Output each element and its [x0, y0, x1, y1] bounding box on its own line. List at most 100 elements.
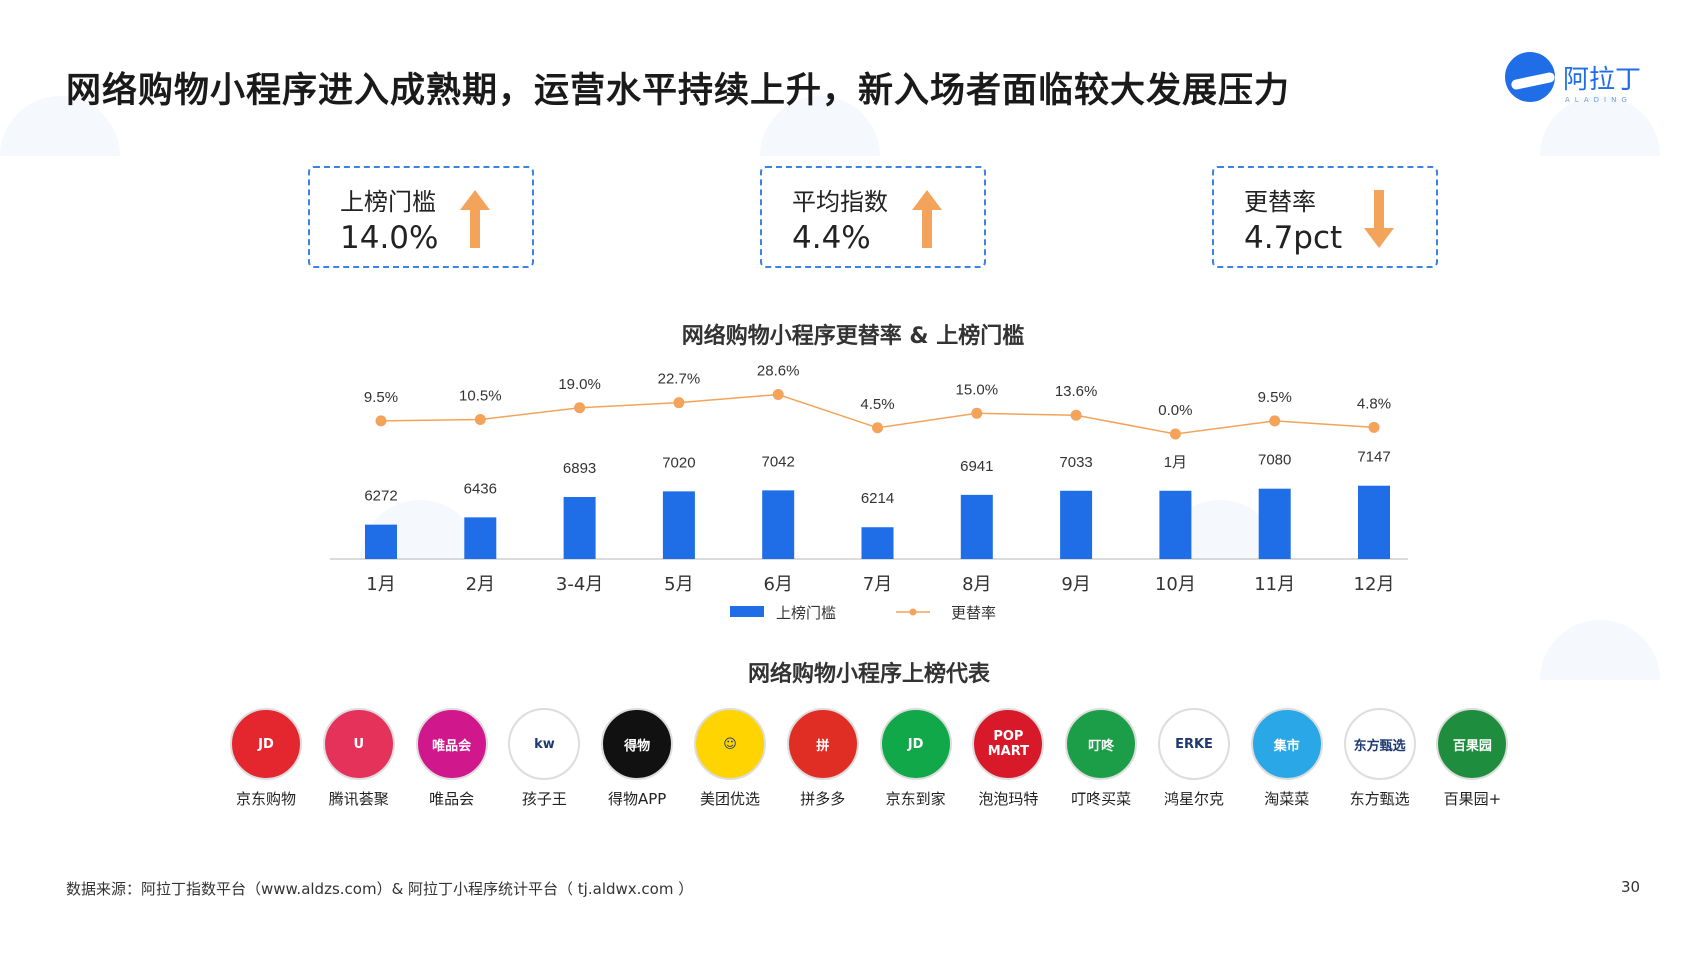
bar: [1358, 485, 1390, 559]
kpi-value: 4.7pct: [1244, 220, 1343, 256]
kpi-label: 更替率: [1244, 188, 1316, 216]
rep-name: 唯品会: [429, 790, 475, 808]
taocaicai-icon: 集市: [1250, 708, 1323, 780]
rep-item: kw 孩子王: [498, 708, 590, 809]
x-tick-label: 10月: [1155, 574, 1196, 595]
bar-value-label: 1月: [1164, 454, 1187, 471]
bar: [762, 490, 795, 559]
rep-name: 拼多多: [800, 790, 846, 808]
x-tick-label: 3-4月: [556, 574, 603, 595]
logo-subtext: ALADING: [1565, 96, 1632, 104]
legend-line-marker: [909, 608, 917, 616]
bar: [464, 517, 497, 559]
bar-value-label: 6436: [464, 480, 497, 497]
x-tick-label: 8月: [962, 574, 991, 595]
data-source: 数据来源：阿拉丁指数平台（www.aldzs.com）& 阿拉丁小程序统计平台（…: [66, 880, 694, 898]
bar-value-label: 6941: [960, 458, 993, 475]
bar: [960, 494, 993, 559]
bar: [1060, 490, 1093, 559]
rep-name: 叮咚买菜: [1071, 790, 1132, 808]
bar: [662, 491, 695, 559]
rep-name: 腾讯荟聚: [328, 790, 389, 808]
line-value-label: 19.0%: [558, 376, 601, 393]
bar-value-label: 7147: [1357, 449, 1390, 466]
x-tick-label: 9月: [1061, 574, 1090, 595]
arrow-up-icon: [912, 190, 942, 248]
line-value-label: 15.0%: [956, 381, 999, 398]
page-title: 网络购物小程序进入成熟期，运营水平持续上升，新入场者面临较大发展压力: [66, 71, 1291, 111]
logo-text: 阿拉丁: [1563, 64, 1642, 95]
bar: [365, 524, 397, 559]
arrow-up-icon: [460, 190, 490, 248]
rep-item: 百果园 百果园+: [1426, 708, 1518, 809]
popmart-icon: POP MART: [972, 708, 1045, 780]
dongfang-zhenxuan-icon: 东方甄选: [1343, 708, 1416, 780]
rep-item: 拼拼多多: [777, 708, 869, 809]
line-value-label: 13.6%: [1055, 383, 1098, 400]
rep-name: 孩子王: [521, 790, 567, 808]
bar: [1258, 488, 1291, 559]
line-value-label: 28.6%: [757, 363, 800, 380]
rep-name: 淘菜菜: [1264, 790, 1310, 808]
aladdin-logo-icon: [1505, 52, 1555, 102]
jd-dog-icon: JD: [230, 708, 302, 780]
line-point: [971, 407, 983, 419]
rep-name: 鸿星尔克: [1163, 790, 1224, 808]
rep-item: JD 京东购物: [220, 708, 312, 809]
chart-title: 网络购物小程序更替率 & 上榜门槛: [681, 324, 1025, 349]
bar-value-label: 6214: [861, 490, 894, 507]
kidswant-icon: kw: [508, 708, 581, 780]
line-value-label: 9.5%: [364, 389, 398, 406]
rep-name: 东方甄选: [1349, 790, 1410, 808]
kpi-value: 4.4%: [792, 220, 871, 256]
line-point: [772, 389, 784, 401]
line-point: [872, 422, 883, 434]
line-point: [1269, 415, 1281, 427]
x-tick-label: 7月: [863, 574, 892, 595]
rep-item: ☺ 美团优选: [684, 708, 776, 809]
meituan-youxuan-icon: ☺: [694, 708, 766, 780]
line-value-label: 22.7%: [658, 371, 701, 388]
arrow-down-icon: [1364, 190, 1394, 248]
bar: [563, 497, 596, 559]
line-point: [1070, 409, 1082, 421]
line-point: [574, 402, 586, 414]
bar-value-label: 7020: [662, 454, 695, 471]
x-tick-label: 1月: [366, 574, 395, 595]
rep-name: 得物APP: [608, 790, 667, 808]
rep-name: 泡泡玛特: [978, 790, 1039, 808]
rep-item: 集市 淘菜菜: [1241, 708, 1333, 809]
line-point: [375, 415, 387, 427]
x-tick-label: 5月: [664, 574, 693, 595]
kpi-card-turnover: 更替率 4.7pct: [1212, 166, 1438, 268]
legend-bar-label: 上榜门槛: [776, 604, 836, 622]
bar-value-label: 7080: [1258, 452, 1291, 469]
logo: 阿拉丁 ALADING: [1505, 52, 1642, 104]
jd-daojia-icon: JD: [879, 708, 952, 780]
line-value-label: 0.0%: [1158, 402, 1192, 419]
rep-item: U 腾讯荟聚: [313, 708, 405, 809]
dingdong-icon: 叮咚: [1065, 708, 1138, 780]
vip-icon: 唯品会: [415, 708, 488, 780]
rep-name: 美团优选: [699, 790, 760, 808]
rep-item: 得物得物APP: [591, 708, 683, 809]
rep-name: 京东购物: [235, 790, 296, 808]
rep-item: 叮咚 叮咚买菜: [1055, 708, 1147, 809]
pinduoduo-icon: 拼: [786, 708, 859, 780]
kpi-value: 14.0%: [340, 220, 439, 256]
tencent-huiju-icon: U: [322, 708, 395, 780]
bar-value-label: 6272: [364, 488, 397, 505]
legend-bar-swatch: [730, 606, 764, 617]
dewu-icon: 得物: [601, 708, 674, 780]
bar: [861, 527, 894, 559]
reps-title: 网络购物小程序上榜代表: [747, 662, 990, 687]
line-value-label: 9.5%: [1258, 389, 1292, 406]
bar-value-label: 7042: [762, 453, 795, 470]
bar-value-label: 7033: [1059, 454, 1092, 471]
bar: [1159, 490, 1192, 559]
legend-line-label: 更替率: [951, 604, 996, 622]
line-value-label: 10.5%: [459, 388, 502, 405]
x-tick-label: 2月: [466, 574, 495, 595]
rep-item: 唯品会 唯品会: [406, 708, 498, 809]
combo-chart: 6272 1月 6436 2月 6893 3-4月 7020 5月 7042 6月 6214 7月 69…: [330, 363, 1408, 622]
